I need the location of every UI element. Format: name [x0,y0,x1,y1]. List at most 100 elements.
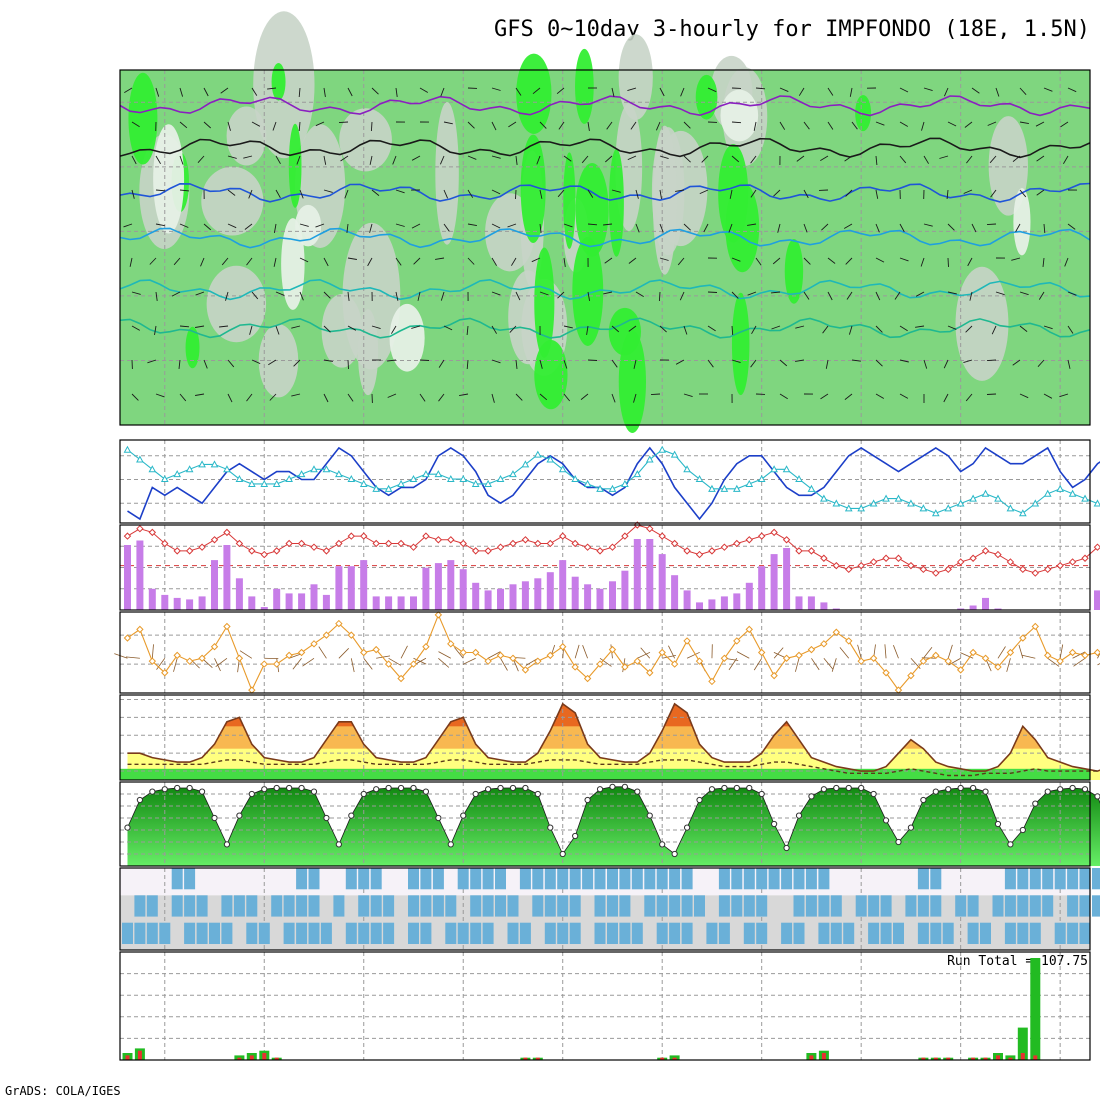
cloud-middle-bar [818,895,830,917]
wind-barb [467,257,475,265]
wind10m-marker [447,640,455,648]
wind-barb [586,325,589,335]
wind-barb [659,155,669,160]
precip-conv-bar [971,1057,976,1060]
wind-barb [965,325,973,333]
wind10m-marker [857,657,865,665]
wind-barb [411,155,421,161]
cloud-low-bar [557,922,569,944]
wind-barb [323,257,329,267]
wind10m-marker [944,657,952,665]
wind-barb [899,257,909,262]
cape-bar [969,605,977,610]
rh-dry-patch [988,116,1028,216]
thickness-marker [683,465,691,473]
rh2m-marker [198,788,206,795]
wind-barb [246,257,253,266]
wind-barb [707,291,718,293]
thickness-marker [807,484,816,492]
lifted-index-marker [372,539,380,548]
wind10m-marker [372,645,380,654]
cloud-middle-bar [146,895,158,917]
wind-barb [947,291,957,295]
wind-barb [438,359,445,368]
lifted-index-marker [322,547,331,555]
cloud-low-bar [607,922,618,944]
cloud-low-bar [358,922,370,944]
thickness-marker [260,479,269,487]
wind10m-marker [583,674,592,683]
wind-barb [467,155,477,160]
wind-barb [347,87,353,97]
wind-barb [155,155,161,165]
lifted-index-marker [434,536,443,544]
wind10m-marker [571,663,579,671]
wind10m-marker [235,654,244,662]
cloud-high-bar [358,868,370,890]
wind-barb [243,155,253,159]
thickness-marker [347,475,356,483]
wind-barb-10m [823,658,834,670]
wind-barb [899,325,908,332]
wind-barb [179,223,189,228]
thickness-marker [782,465,791,473]
precip-conv-bar [983,1057,988,1060]
cloud-low-bar [718,922,730,944]
cloud-high-bar [370,868,382,890]
lifted-index-marker [832,561,841,570]
rh2m-marker [124,824,131,831]
wind-barb [943,87,949,97]
wind-barb [515,393,523,401]
wind-barb [511,257,517,266]
cape-bar [745,582,753,610]
cloud-low-bar [631,922,643,944]
wind-barb [967,257,973,267]
thickness-marker [907,499,915,507]
wind-barb [899,87,909,93]
thickness-marker [1031,499,1040,507]
wind-barb [923,359,928,369]
lifted-index-marker [422,532,430,540]
rh2m-marker [833,784,840,792]
rh-very-dry-patch [153,124,185,234]
wind-barb [491,189,501,195]
wind10m-marker [509,654,517,662]
wind-barb [413,257,421,265]
lifted-index-marker [1093,543,1100,551]
rh2m-marker [385,784,392,792]
cloud-middle-bar [470,895,482,917]
wind-barb [683,325,688,335]
rh-very-dry-patch [720,89,759,142]
lifted-index-marker [907,561,915,570]
wind10m-marker [360,648,368,657]
cloud-middle-bar [669,895,681,917]
wind-barb-10m [960,652,974,659]
wind-barb [466,359,469,370]
wind-barb [539,393,548,401]
wind-barb [220,87,229,94]
cape-bar [347,566,355,610]
wind-barb [558,121,565,130]
wind-barb [267,87,277,90]
rh2m-marker [870,790,877,798]
wind-barb [587,223,598,226]
wind-barb [779,121,786,130]
wind-barb [347,393,354,402]
wind-barb [1038,291,1045,300]
thickness-marker [857,504,866,512]
wind-barb [628,325,637,332]
lifted-index-marker [185,547,194,555]
rh-moist-patch [534,247,555,358]
cloud-high-bar [818,868,830,890]
wind-barb [179,155,184,165]
wind-barb [179,87,184,97]
wind-barb [200,257,205,267]
rh2m-marker [771,820,778,828]
precip-conv-bar [996,1055,1000,1060]
wind-barb [557,189,565,198]
lifted-index-marker [720,543,729,551]
thickness-marker [658,445,667,453]
rh2m-marker [634,788,641,795]
wind-barb-10m [1047,657,1060,667]
